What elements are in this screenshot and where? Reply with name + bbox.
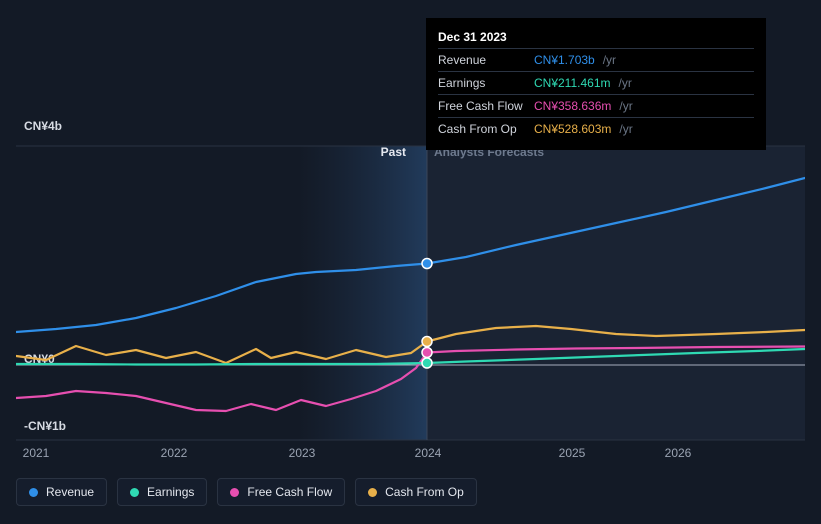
tooltip-row-unit: /yr xyxy=(603,53,616,67)
legend-item-label: Revenue xyxy=(46,485,94,499)
y-axis-label: CN¥4b xyxy=(24,120,62,133)
series-marker-free_cash_flow[interactable] xyxy=(422,348,432,358)
tooltip-row-unit: /yr xyxy=(619,76,632,90)
legend-dot-icon xyxy=(368,488,377,497)
tooltip-row-value: CN¥528.603m xyxy=(534,122,611,136)
section-label-past: Past xyxy=(381,145,406,159)
legend-dot-icon xyxy=(130,488,139,497)
tooltip-row-value: CN¥1.703b xyxy=(534,53,595,67)
tooltip-row-value: CN¥211.461m xyxy=(534,76,611,90)
chart-tooltip: Dec 31 2023 Revenue CN¥1.703b/yr Earnings C… xyxy=(426,18,766,150)
series-marker-revenue[interactable] xyxy=(422,259,432,269)
tooltip-row-unit: /yr xyxy=(619,122,632,136)
y-axis-label: -CN¥1b xyxy=(24,419,66,433)
tooltip-row: Cash From Op CN¥528.603m/yr xyxy=(438,117,754,140)
legend-item-label: Free Cash Flow xyxy=(247,485,332,499)
x-axis-label: 2024 xyxy=(415,446,442,460)
x-axis-label: 2025 xyxy=(559,446,586,460)
forecast-panel xyxy=(427,146,805,440)
tooltip-row-label: Earnings xyxy=(438,76,526,90)
legend-dot-icon xyxy=(230,488,239,497)
legend-item-earnings[interactable]: Earnings xyxy=(117,478,207,506)
legend-item-revenue[interactable]: Revenue xyxy=(16,478,107,506)
series-marker-cash_from_op[interactable] xyxy=(422,337,432,347)
series-marker-earnings[interactable] xyxy=(422,358,432,368)
tooltip-row-label: Revenue xyxy=(438,53,526,67)
tooltip-row-unit: /yr xyxy=(619,99,632,113)
tooltip-row-label: Cash From Op xyxy=(438,122,526,136)
legend-item-label: Earnings xyxy=(147,485,194,499)
legend-item-label: Cash From Op xyxy=(385,485,464,499)
x-axis-label: 2023 xyxy=(289,446,316,460)
legend-item-cash_from_op[interactable]: Cash From Op xyxy=(355,478,477,506)
x-axis-label: 2026 xyxy=(665,446,692,460)
tooltip-row-label: Free Cash Flow xyxy=(438,99,526,113)
tooltip-row: Earnings CN¥211.461m/yr xyxy=(438,71,754,94)
legend-dot-icon xyxy=(29,488,38,497)
tooltip-date: Dec 31 2023 xyxy=(438,26,754,48)
tooltip-row: Revenue CN¥1.703b/yr xyxy=(438,48,754,71)
x-axis-label: 2022 xyxy=(161,446,188,460)
chart-svg: CN¥4bCN¥0-CN¥1bPastAnalysts Forecasts202… xyxy=(16,120,805,480)
legend-item-free_cash_flow[interactable]: Free Cash Flow xyxy=(217,478,345,506)
tooltip-row-value: CN¥358.636m xyxy=(534,99,611,113)
chart-legend: Revenue Earnings Free Cash Flow Cash From O… xyxy=(16,478,477,506)
chart-plot-area: CN¥4bCN¥0-CN¥1bPastAnalysts Forecasts202… xyxy=(16,120,805,440)
tooltip-row: Free Cash Flow CN¥358.636m/yr xyxy=(438,94,754,117)
x-axis-label: 2021 xyxy=(23,446,50,460)
